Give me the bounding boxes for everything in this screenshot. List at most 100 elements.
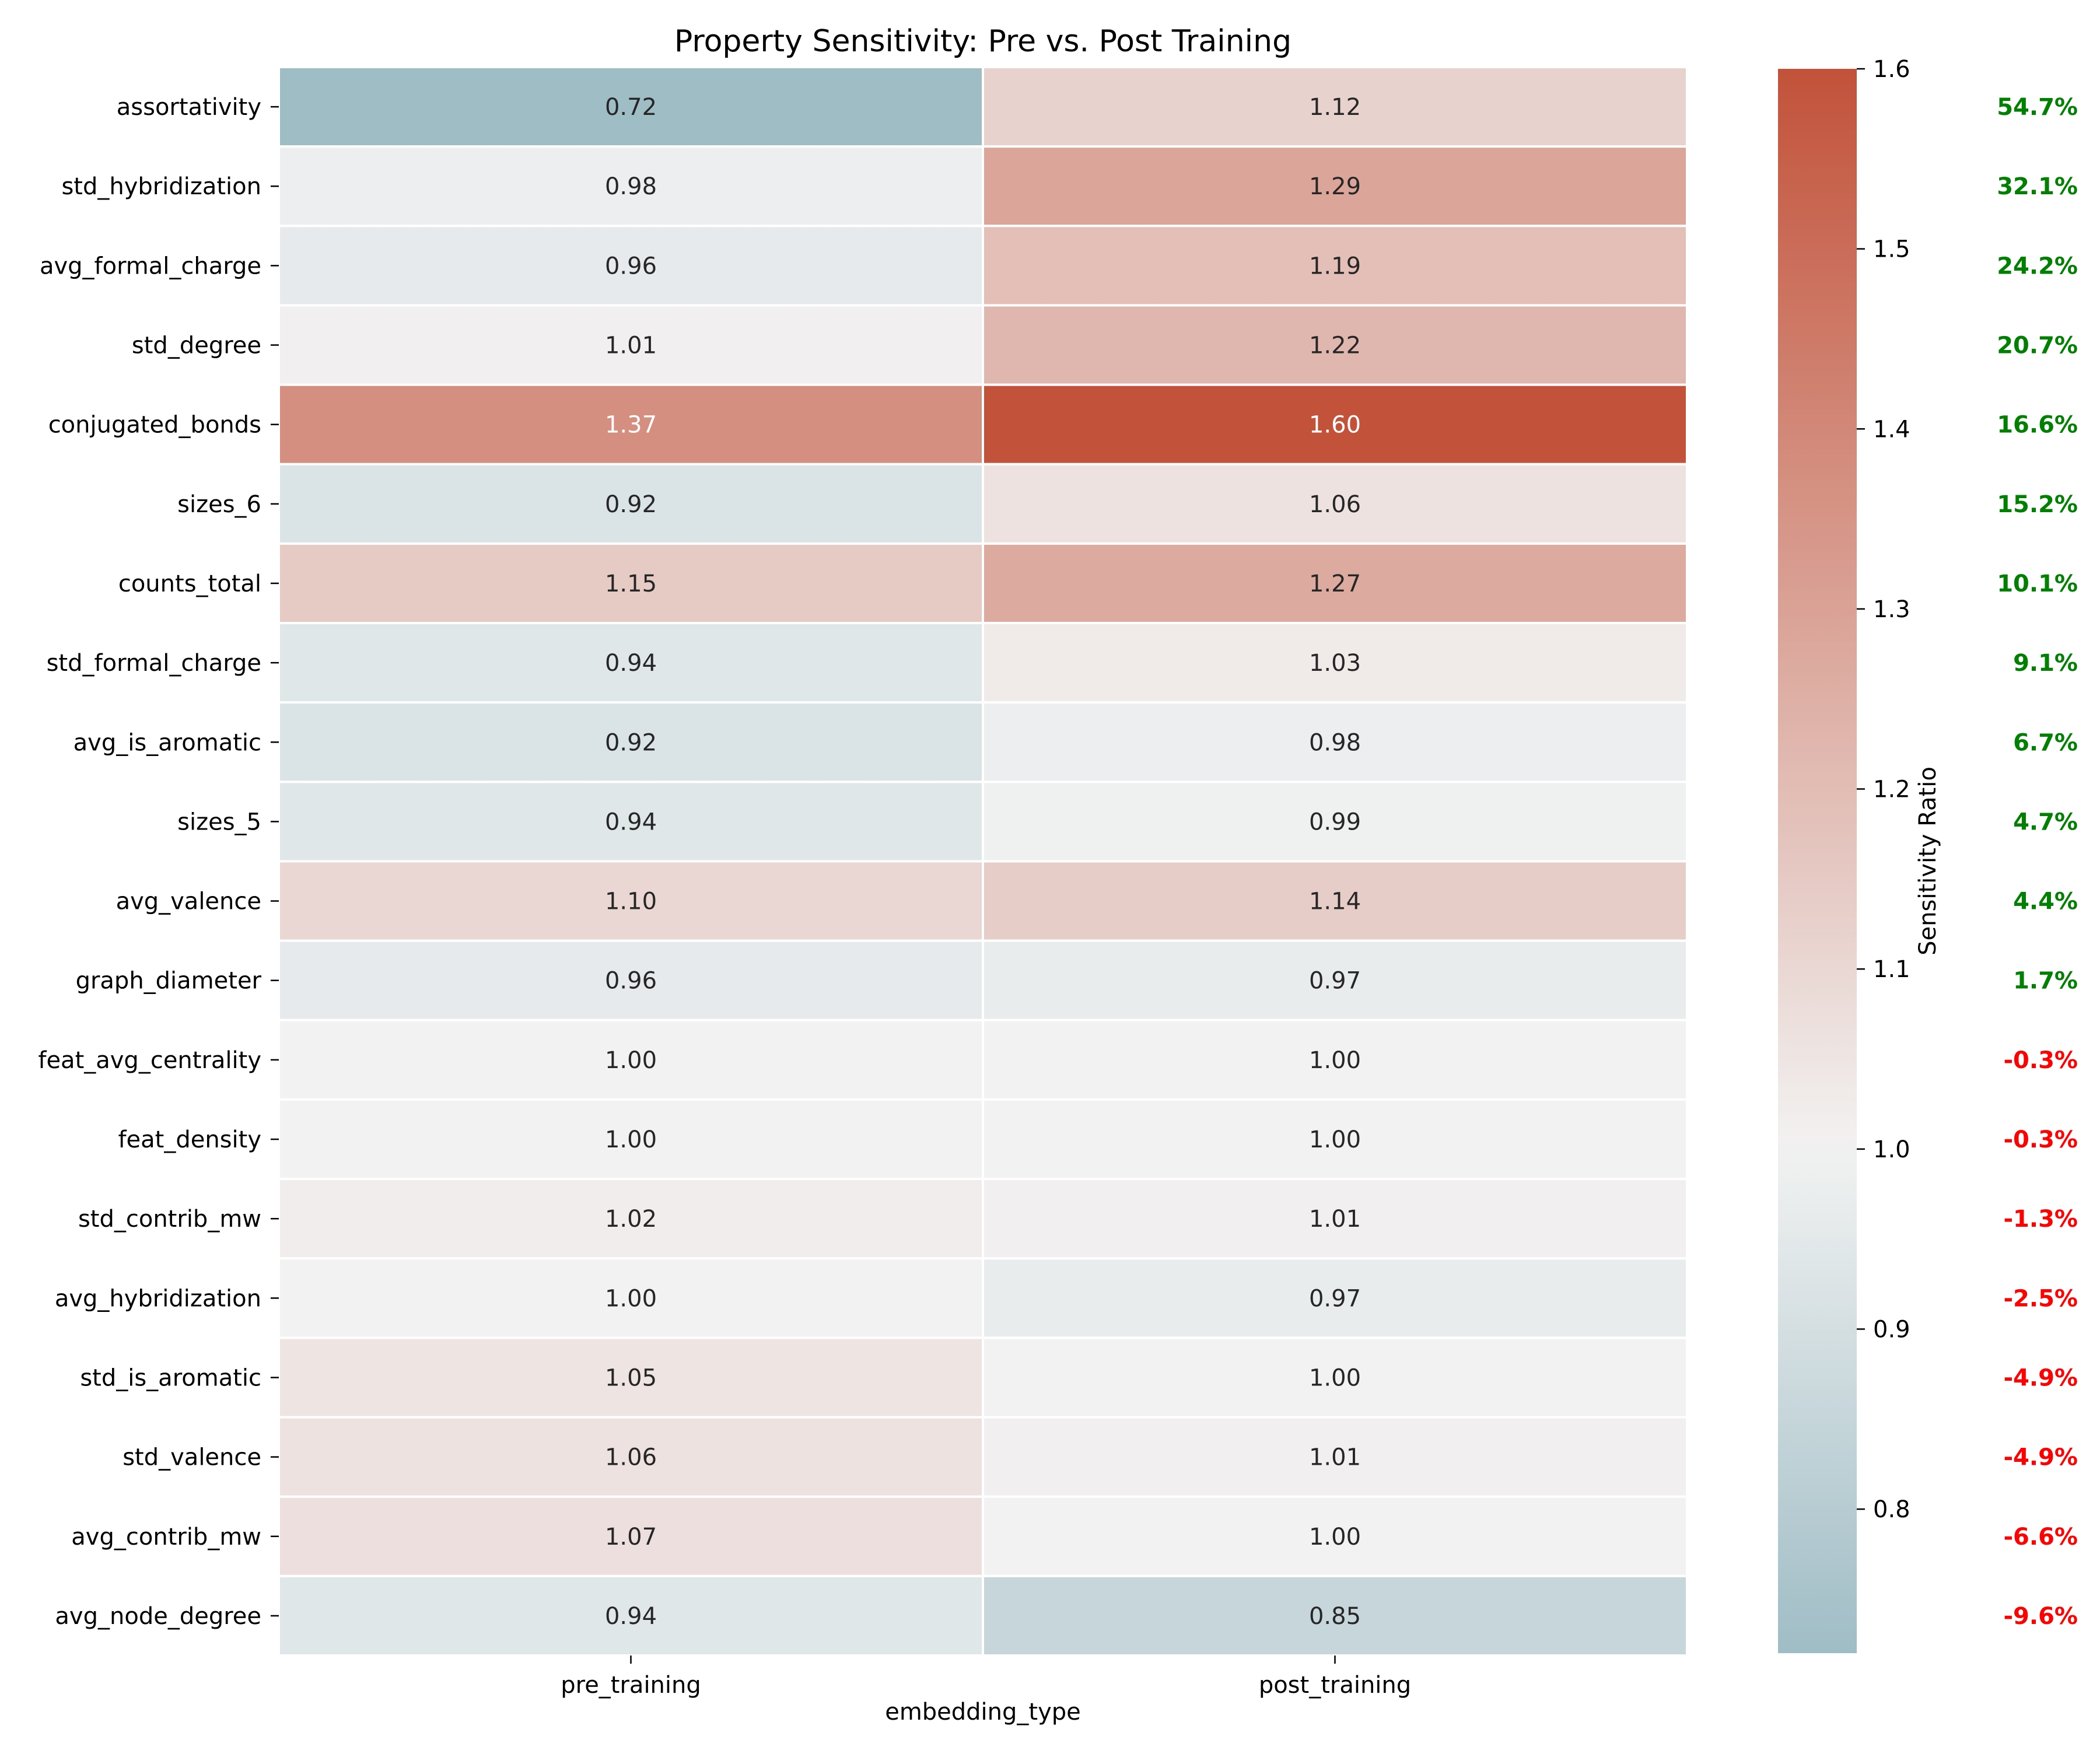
heatmap-cell [982,780,1688,863]
cell-value-label: 1.00 [1309,1126,1361,1153]
cell-value-label: 1.15 [605,570,657,597]
heatmap-cells [278,66,1688,1657]
cell-value-label: 0.92 [605,729,657,756]
percent-change-label: 4.4% [2013,888,2078,915]
heatmap-cell-labels: 0.72 1.12 0.98 1.29 0.96 1.19 1.01 1.22 1.37 1.60… [605,94,1361,1630]
colorbar-tick-label: 0.9 [1873,1316,1910,1343]
x-axis-label: embedding_type [885,1699,1081,1726]
heatmap-cell [982,1178,1688,1260]
heatmap-cell [982,463,1688,545]
colorbar-ticks: 0.8 0.9 1.0 1.1 1.2 1.3 1.4 1.5 1.6 [1857,56,1910,1523]
heatmap-cell [278,145,984,228]
heatmap-cell [278,1257,984,1339]
column-tick-label: pre_training [561,1672,701,1699]
heatmap-cell [982,860,1688,942]
row-tick-label: sizes_6 [177,491,261,518]
colorbar-tick-label: 1.4 [1873,416,1910,443]
heatmap-cell [982,622,1688,704]
cell-value-label: 1.05 [605,1364,657,1391]
row-tick-label: conjugated_bonds [48,412,261,439]
row-tick-label: avg_is_aromatic [74,729,261,756]
cell-value-label: 1.02 [605,1206,657,1233]
row-tick-labels: assortativity std_hybridization avg_formal… [38,94,279,1630]
heatmap-cell [278,1574,984,1657]
cell-value-label: 1.60 [1309,412,1361,439]
row-tick-label: avg_node_degree [55,1603,261,1630]
cell-value-label: 1.29 [1309,173,1361,200]
percent-change-label: -4.9% [2003,1364,2078,1391]
row-tick-label: std_degree [132,332,261,359]
percent-change-label: -0.3% [2003,1047,2078,1074]
heatmap-cell [982,225,1688,307]
heatmap-cell [982,1416,1688,1498]
heatmap-cell [278,780,984,863]
cell-value-label: 0.96 [605,968,657,995]
cell-value-label: 0.72 [605,94,657,121]
cell-value-label: 1.00 [605,1285,657,1312]
heatmap-cell [278,1019,984,1101]
cell-value-label: 0.94 [605,808,657,835]
cell-value-label: 1.19 [1309,253,1361,279]
cell-value-label: 1.00 [605,1126,657,1153]
percent-change-label: 9.1% [2013,650,2078,677]
heatmap-cell [982,701,1688,783]
colorbar-tick-label: 1.5 [1873,236,1910,263]
cell-value-label: 1.00 [1309,1524,1361,1550]
row-tick-label: graph_diameter [76,968,262,995]
percent-change-label: -4.9% [2003,1444,2078,1471]
heatmap-cell [982,145,1688,228]
cell-value-label: 0.99 [1309,808,1361,835]
cell-value-label: 1.00 [1309,1364,1361,1391]
row-tick-label: feat_avg_centrality [38,1047,261,1074]
heatmap-cell [278,1098,984,1181]
cell-value-label: 0.96 [605,253,657,279]
cell-value-label: 1.12 [1309,94,1361,121]
heatmap-cell [982,1574,1688,1657]
percent-change-label: 10.1% [1997,570,2078,597]
column-tick-labels: pre_training post_training [561,1656,1411,1699]
colorbar-tick-label: 1.0 [1873,1136,1910,1163]
heatmap-cell [278,66,984,148]
percent-change-label: 1.7% [2013,968,2078,995]
row-tick-label: avg_contrib_mw [71,1524,261,1550]
cell-value-label: 1.00 [605,1047,657,1074]
percent-change-label: -1.3% [2003,1206,2078,1233]
cell-value-label: 1.22 [1309,332,1361,359]
percent-change-label: -0.3% [2003,1126,2078,1153]
row-tick-label: counts_total [118,570,261,597]
row-tick-label: feat_density [118,1126,261,1153]
heatmap-cell [278,939,984,1021]
row-tick-label: std_valence [123,1444,261,1471]
cell-value-label: 0.94 [605,650,657,677]
cell-value-label: 0.92 [605,491,657,518]
row-tick-label: sizes_5 [177,808,261,835]
heatmap-cell [278,1495,984,1577]
percent-change-label: 4.7% [2013,808,2078,835]
cell-value-label: 0.98 [605,173,657,200]
cell-value-label: 1.27 [1309,570,1361,597]
percent-change-label: 16.6% [1997,412,2078,439]
cell-value-label: 1.06 [1309,491,1361,518]
row-tick-label: assortativity [117,94,261,121]
column-tick-label: post_training [1259,1672,1411,1699]
percent-change-label: -9.6% [2003,1603,2078,1630]
percent-change-labels: 54.7% 32.1% 24.2% 20.7% 16.6% 15.2% 10.1% 9.1% 6… [1997,94,2078,1630]
heatmap-cell [982,939,1688,1021]
cell-value-label: 0.97 [1309,968,1361,995]
cell-value-label: 1.01 [1309,1206,1361,1233]
colorbar [1778,69,1857,1653]
cell-value-label: 1.37 [605,412,657,439]
heatmap-cell [982,383,1688,466]
percent-change-label: 6.7% [2013,729,2078,756]
cell-value-label: 0.98 [1309,729,1361,756]
colorbar-tick-label: 1.6 [1873,56,1910,83]
row-tick-label: avg_formal_charge [40,253,261,279]
cell-value-label: 0.94 [605,1603,657,1630]
heatmap-cell [982,66,1688,148]
row-tick-label: avg_valence [116,888,261,915]
cell-value-label: 1.06 [605,1444,657,1471]
heatmap-cell [982,304,1688,386]
colorbar-label: Sensitivity Ratio [1915,766,1941,956]
cell-value-label: 1.10 [605,888,657,915]
row-tick-label: std_is_aromatic [80,1364,261,1391]
